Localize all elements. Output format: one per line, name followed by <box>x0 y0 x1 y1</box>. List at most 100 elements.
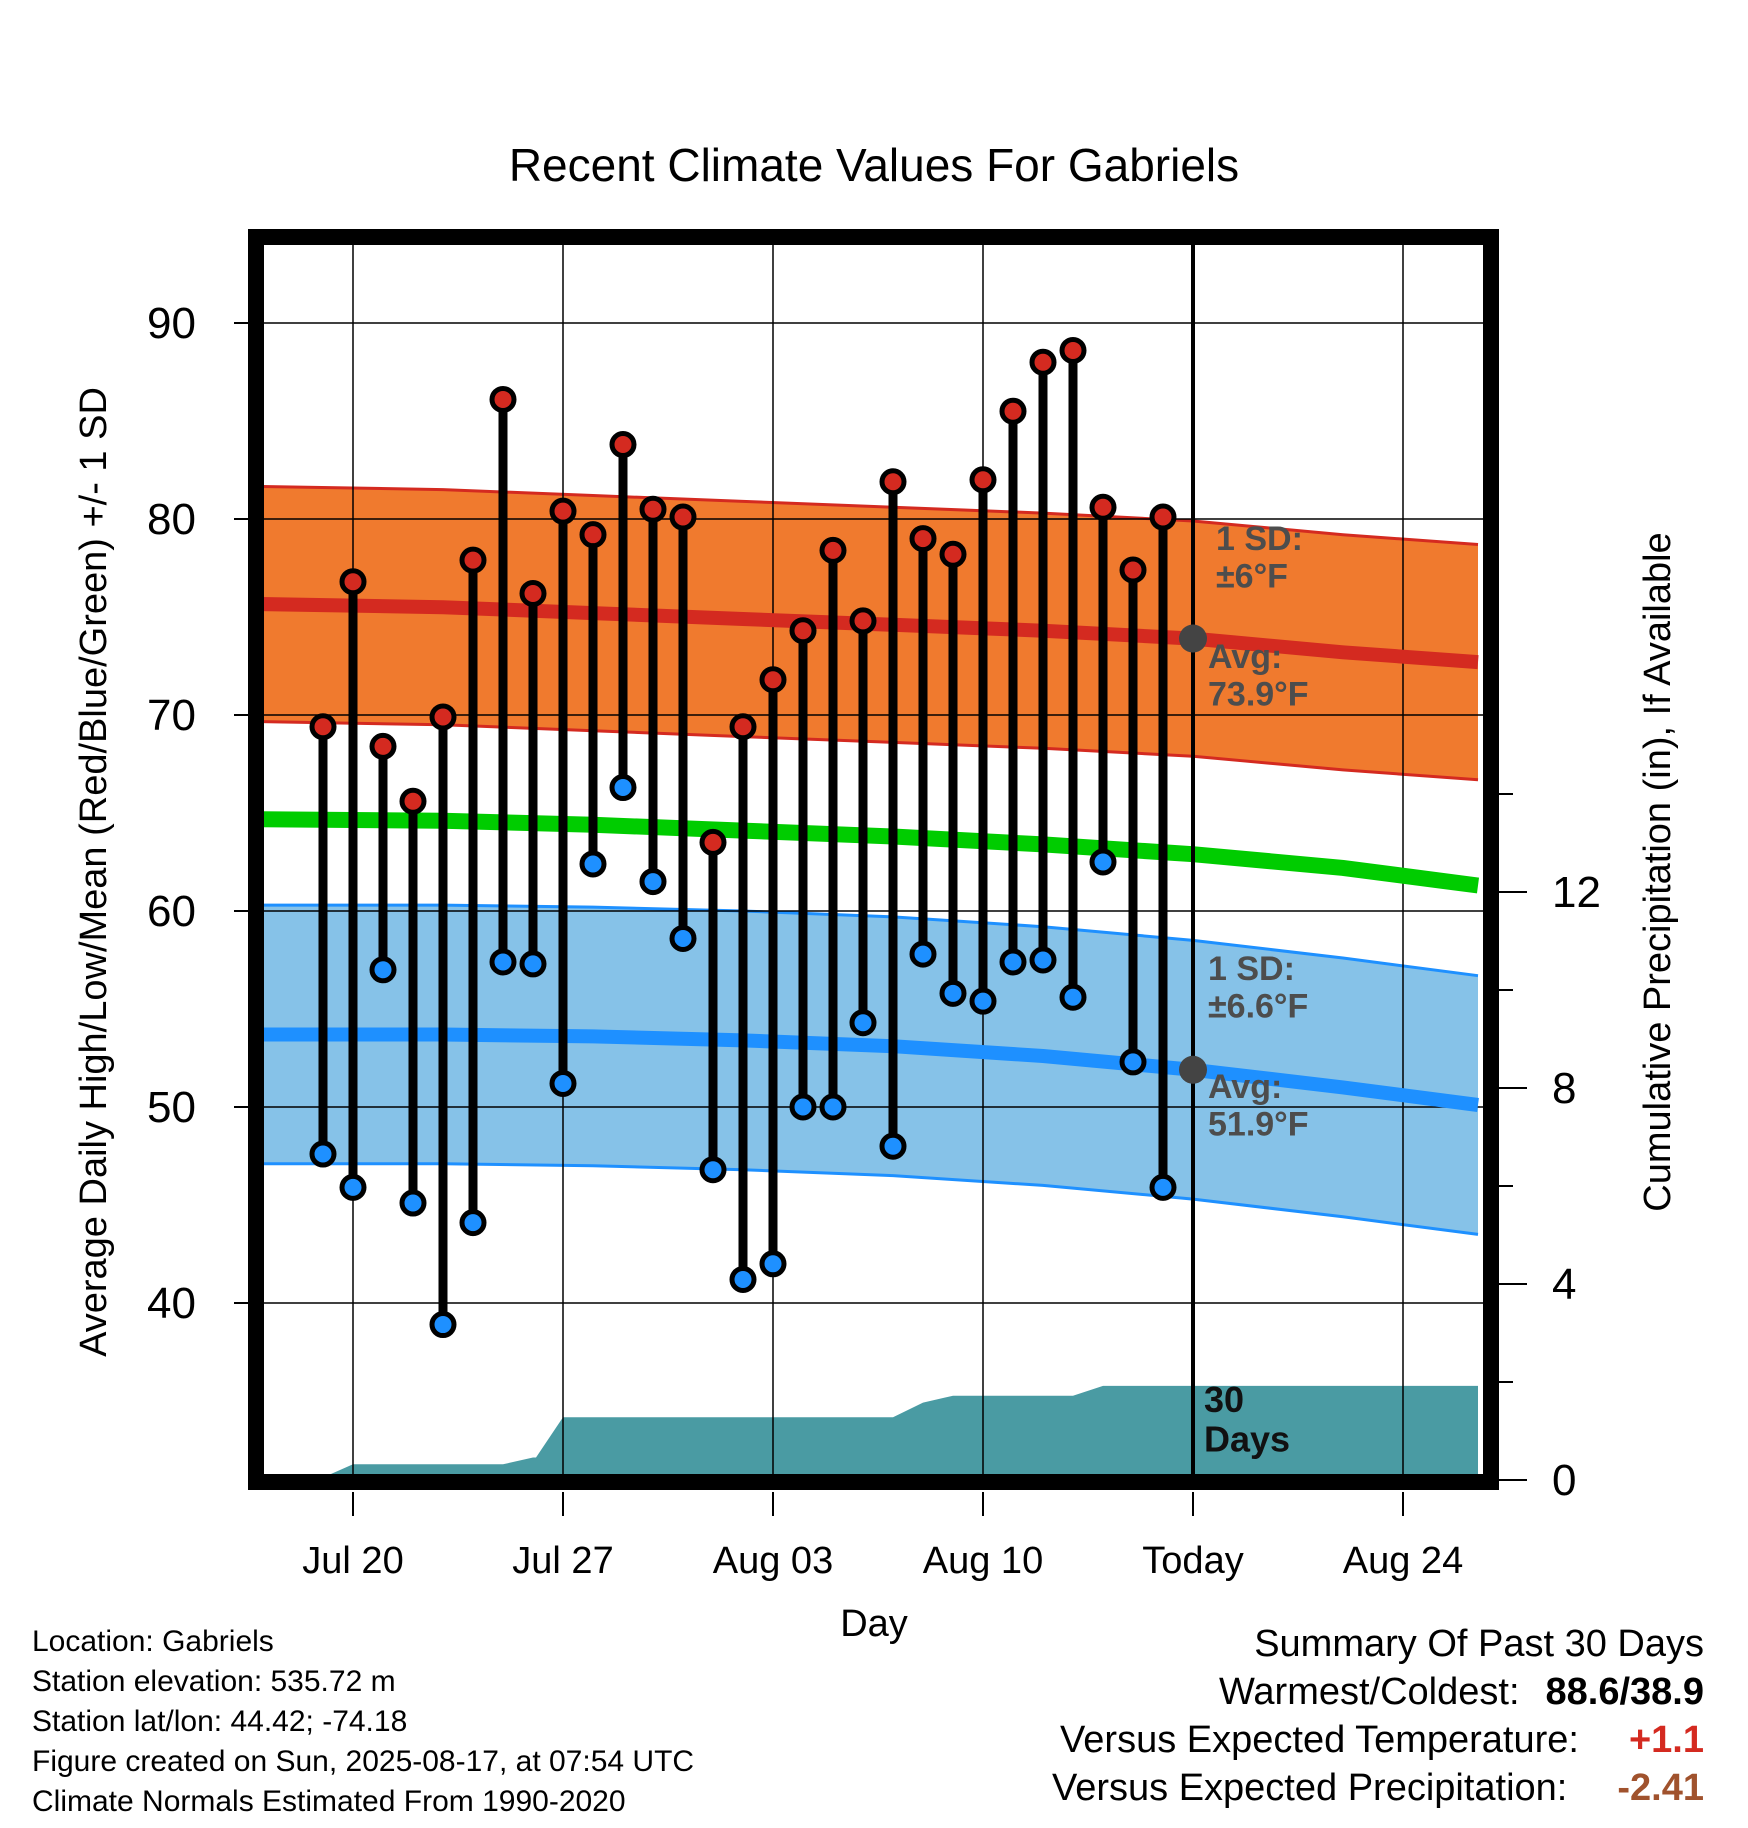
low-point <box>879 1132 907 1160</box>
created-text: Figure created on Sun, 2025-08-17, at 07… <box>32 1745 695 1778</box>
low-point <box>579 850 607 878</box>
latlon-text: Station lat/lon: 44.42; -74.18 <box>32 1705 408 1738</box>
y-tick-label: 90 <box>147 299 196 348</box>
low-point <box>729 1265 757 1293</box>
days-label: 30 Days <box>1204 1379 1290 1460</box>
low-point <box>399 1189 427 1217</box>
x-tick-label: Aug 24 <box>1343 1540 1463 1582</box>
high-point <box>909 525 937 553</box>
high-point <box>1149 503 1177 531</box>
high-point <box>309 713 337 741</box>
low-point <box>1029 946 1057 974</box>
high-point <box>609 431 637 459</box>
y2-tick-label: 4 <box>1552 1260 1576 1309</box>
y2-axis-label: Cumulative Precipitation (in), If Availa… <box>1637 532 1679 1211</box>
summary-precip: Versus Expected Precipitation: -2.41 <box>1052 1764 1704 1812</box>
warmest-value: 88.6/38.9 <box>1545 1671 1704 1713</box>
high-point <box>549 497 577 525</box>
low-sd-label: 1 SD: ±6.6°F <box>1208 950 1308 1025</box>
x-tick-label: Jul 27 <box>512 1540 613 1582</box>
low-point <box>1119 1048 1147 1076</box>
temp-value: +1.1 <box>1628 1719 1704 1761</box>
warmest-label: Warmest/Coldest: <box>1218 1671 1520 1713</box>
low-point <box>519 950 547 978</box>
high-point <box>729 713 757 741</box>
low-point <box>1149 1173 1177 1201</box>
low-point <box>1059 983 1087 1011</box>
high-point <box>1029 348 1057 376</box>
high-point <box>1059 336 1087 364</box>
plot-area <box>248 229 1499 1490</box>
high-point <box>639 495 667 523</box>
low-point <box>939 979 967 1007</box>
normals-text: Climate Normals Estimated From 1990-2020 <box>32 1785 626 1818</box>
high-point <box>789 617 817 645</box>
labels: 40 50 60 70 80 90 0 4 8 12 Jul 20 Jul 27 Aug 03 Aug 1… <box>147 299 1601 1582</box>
temp-label: Versus Expected Temperature: <box>1060 1719 1579 1761</box>
y2-tick-label: 0 <box>1552 1456 1576 1505</box>
today-low-normal-marker <box>1179 1055 1207 1084</box>
low-point <box>699 1156 727 1184</box>
low-point <box>969 987 997 1015</box>
today-high-normal-marker <box>1179 624 1207 653</box>
high-point <box>459 546 487 574</box>
summary-warmest: Warmest/Coldest: 88.6/38.9 <box>1052 1668 1704 1716</box>
elevation-text: Station elevation: 535.72 m <box>32 1665 396 1698</box>
y-tick-label: 50 <box>147 1083 196 1132</box>
y-tick-label: 80 <box>147 495 196 544</box>
high-point <box>699 828 727 856</box>
low-point <box>429 1311 457 1339</box>
summary-temp: Versus Expected Temperature: +1.1 <box>1052 1716 1704 1764</box>
low-point <box>459 1209 487 1237</box>
high-point <box>1119 556 1147 584</box>
high-point <box>429 703 457 731</box>
high-point <box>519 579 547 607</box>
low-point <box>669 924 697 952</box>
low-point <box>639 868 667 896</box>
low-point <box>759 1250 787 1278</box>
summary-panel: Summary Of Past 30 Days Warmest/Coldest:… <box>1052 1620 1704 1812</box>
x-tick-label: Aug 10 <box>923 1540 1043 1582</box>
high-point <box>759 666 787 694</box>
precip-value: -2.41 <box>1617 1767 1704 1809</box>
precip-area <box>326 1385 1478 1476</box>
low-avg-label: Avg: 51.9°F <box>1208 1068 1309 1143</box>
low-point <box>339 1173 367 1201</box>
high-point <box>819 536 847 564</box>
low-point <box>369 956 397 984</box>
chart-title: Recent Climate Values For Gabriels <box>509 139 1239 191</box>
low-point <box>819 1093 847 1121</box>
high-point <box>879 468 907 496</box>
high-point <box>339 568 367 596</box>
precip-label: Versus Expected Precipitation: <box>1051 1767 1568 1809</box>
summary-heading: Summary Of Past 30 Days <box>1254 1623 1704 1665</box>
high-point <box>399 787 427 815</box>
low-point <box>999 948 1027 976</box>
high-point <box>849 607 877 635</box>
location-text: Location: Gabriels <box>32 1625 274 1658</box>
low-point <box>489 948 517 976</box>
high-point <box>489 385 517 413</box>
low-point <box>309 1140 337 1168</box>
low-point <box>1089 848 1117 876</box>
high-point <box>369 732 397 760</box>
high-point <box>939 540 967 568</box>
high-point <box>1089 493 1117 521</box>
y2-tick-label: 8 <box>1552 1064 1576 1113</box>
low-point <box>789 1093 817 1121</box>
y-axis-label: Average Daily High/Low/Mean (Red/Blue/Gr… <box>73 387 115 1357</box>
high-point <box>669 503 697 531</box>
y-tick-label: 40 <box>147 1279 196 1328</box>
high-point <box>579 521 607 549</box>
low-band-lower-edge <box>262 1162 1479 1236</box>
high-point <box>999 397 1027 425</box>
low-point <box>609 774 637 802</box>
y2-tick-label: 12 <box>1552 868 1601 917</box>
x-tick-label: Today <box>1142 1540 1243 1582</box>
y-tick-label: 60 <box>147 887 196 936</box>
low-point <box>909 940 937 968</box>
plot-frame <box>248 229 1499 1490</box>
x-axis-label: Day <box>840 1603 908 1645</box>
high-point <box>969 466 997 494</box>
mean-normal-line <box>262 811 1480 894</box>
